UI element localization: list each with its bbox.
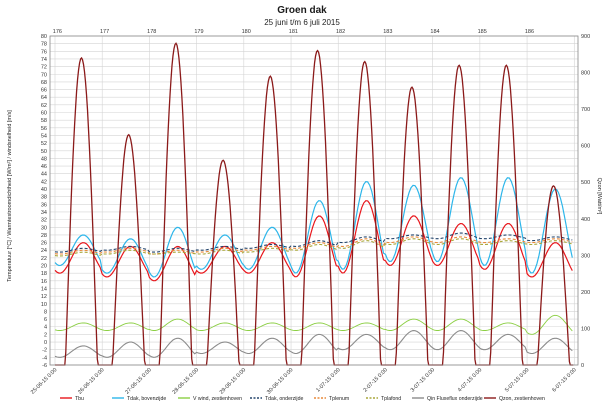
- series-line-6: [54, 330, 573, 358]
- y-left-tick-label: 20: [41, 264, 47, 270]
- y-left-tick-label: 36: [41, 202, 47, 208]
- legend-item-label: Qzon, zestienhoven: [499, 396, 545, 402]
- y-left-tick-label: 70: [41, 72, 47, 78]
- series-line-3: [54, 232, 573, 253]
- y-left-tick-label: 44: [41, 172, 47, 178]
- y-left-tick-label: 28: [41, 233, 47, 239]
- y-left-tick-label: 12: [41, 294, 47, 300]
- legend-item-label: Tdak, onderzijde: [265, 396, 303, 402]
- y-left-tick-label: 52: [41, 141, 47, 147]
- y-left-tick-label: 78: [41, 42, 47, 48]
- y-left-tick-label: -2: [42, 348, 47, 354]
- top-tick-label: 184: [430, 29, 439, 35]
- legend-item-label: Tdak, bovenzijde: [127, 396, 166, 402]
- y-right-tick-label: 400: [581, 217, 590, 223]
- y-left-tick-label: 74: [41, 57, 47, 63]
- y-left-tick-label: 2: [44, 332, 47, 338]
- series-group: [54, 42, 574, 366]
- y-right-tick-label: 500: [581, 180, 590, 186]
- top-tick-label: 179: [194, 29, 203, 35]
- y-left-tick-label: 26: [41, 241, 47, 247]
- y-left-tick-label: 10: [41, 302, 47, 308]
- y-left-tick-label: 8: [44, 309, 47, 315]
- legend-item-label: V wind, zestienhoven: [193, 396, 242, 402]
- y-right-tick-label: 100: [581, 326, 590, 332]
- y-left-tick-label: 60: [41, 111, 47, 117]
- series-line-0: [54, 200, 573, 282]
- series-line-2: [54, 314, 573, 335]
- y-right-tick-label: 900: [581, 34, 590, 40]
- y-left-tick-label: 64: [41, 95, 47, 101]
- legend-item-label: Tbu: [75, 396, 84, 402]
- y-left-tick-label: 34: [41, 210, 47, 216]
- y-left-tick-label: 30: [41, 225, 47, 231]
- y-left-tick-label: 32: [41, 218, 47, 224]
- plot-frame: [49, 35, 579, 366]
- chart-subtitle: 25 juni t/m 6 juli 2015: [264, 18, 340, 27]
- chart-title: Groen dak: [277, 5, 327, 16]
- y-left-tick-label: 0: [44, 340, 47, 346]
- y-left-tick-label: 42: [41, 179, 47, 185]
- top-tick-label: 177: [100, 29, 109, 35]
- y-left-tick-label: 40: [41, 187, 47, 193]
- y-left-tick-label: 76: [41, 49, 47, 55]
- series-line-4: [54, 236, 573, 255]
- y-left-tick-label: 58: [41, 118, 47, 124]
- y-right-tick-label: 0: [581, 363, 584, 369]
- legend-item-label: Tplafond: [381, 396, 401, 402]
- y-right-tick-label: 200: [581, 290, 590, 296]
- top-tick-label: 185: [478, 29, 487, 35]
- y-left-tick-label: 38: [41, 195, 47, 201]
- y-left-tick-label: 14: [41, 286, 47, 292]
- y-left-tick-label: 80: [41, 34, 47, 40]
- y-left-tick-label: -4: [42, 355, 47, 361]
- y-left-tick-label: 62: [41, 103, 47, 109]
- y-left-tick-label: -6: [42, 363, 47, 369]
- series-line-5: [54, 238, 573, 257]
- y-left-tick-label: 6: [44, 317, 47, 323]
- top-tick-label: 186: [525, 29, 534, 35]
- y-left-tick-label: 54: [41, 133, 47, 139]
- y-left-tick-label: 56: [41, 126, 47, 132]
- y-right-tick-label: 600: [581, 144, 590, 150]
- y-left-tick-label: 72: [41, 65, 47, 71]
- legend: Tbu Tdak, bovenzijde V wind, zestienhoven T…: [60, 396, 545, 402]
- y-left-tick-label: 46: [41, 164, 47, 170]
- top-tick-label: 183: [383, 29, 392, 35]
- y-right-tick-label: 300: [581, 253, 590, 259]
- y-axis-right-label: Qzon [Watt/m²]: [596, 178, 602, 215]
- y-right-tick-label: 700: [581, 107, 590, 113]
- top-tick-label: 180: [242, 29, 251, 35]
- y-right-tick-label: 800: [581, 71, 590, 77]
- top-tick-label: 176: [53, 29, 62, 35]
- y-left-tick-label: 68: [41, 80, 47, 86]
- y-axis-left-label: Temperatuur [°C] / Warmtestroomdichtheid…: [7, 110, 13, 282]
- y-left-tick-label: 50: [41, 149, 47, 155]
- y-left-tick-label: 66: [41, 88, 47, 94]
- legend-item-label: Tplenum: [329, 396, 349, 402]
- top-tick-label: 181: [289, 29, 298, 35]
- y-left-tick-label: 4: [44, 325, 47, 331]
- y-left-tick-label: 48: [41, 156, 47, 162]
- legend-item-label: Qin Fluxeflux onderzijde: [427, 396, 483, 402]
- top-tick-label: 178: [147, 29, 156, 35]
- y-left-tick-label: 22: [41, 256, 47, 262]
- y-left-tick-label: 16: [41, 279, 47, 285]
- y-left-tick-label: 18: [41, 271, 47, 277]
- y-left-tick-label: 24: [41, 248, 47, 254]
- series-line-1: [54, 177, 573, 278]
- top-tick-label: 182: [336, 29, 345, 35]
